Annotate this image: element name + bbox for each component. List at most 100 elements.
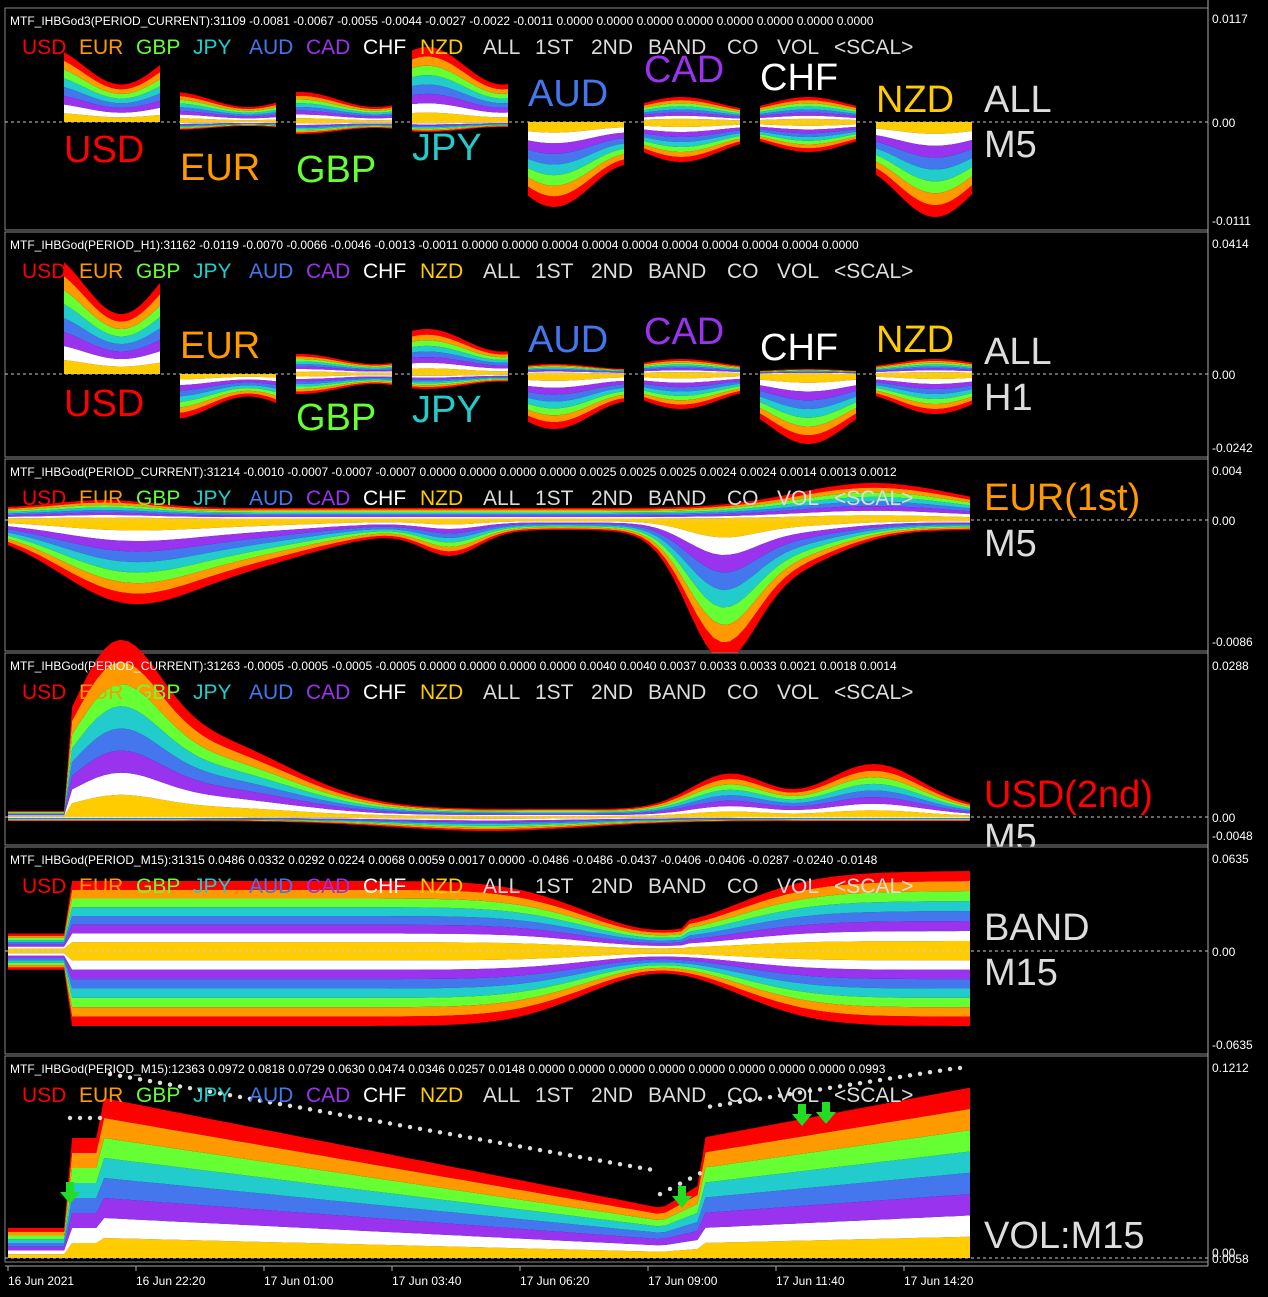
- menu-item: USD: [22, 260, 66, 283]
- band: [296, 99, 392, 113]
- axis-label: -0.0086: [1212, 635, 1253, 649]
- band: [180, 123, 276, 126]
- band: [8, 958, 970, 989]
- band: [8, 487, 970, 511]
- menu-item: NZD: [420, 260, 463, 283]
- menu-item: JPY: [193, 487, 232, 510]
- band: [644, 362, 740, 369]
- volume-dot: [387, 1121, 393, 1126]
- currency-label: VOL:M15: [984, 1215, 1145, 1257]
- volume-dot: [707, 1104, 713, 1109]
- band: [528, 394, 624, 423]
- volume-dot: [417, 1126, 423, 1132]
- band: [8, 818, 970, 824]
- volume-dot: [257, 1098, 263, 1103]
- band: [64, 346, 160, 367]
- volume-dot: [297, 1105, 303, 1110]
- volume-dot: [777, 1093, 783, 1098]
- currency-label: EUR(1st): [984, 477, 1140, 519]
- band: [8, 960, 970, 998]
- band: [412, 329, 508, 355]
- band: [876, 141, 972, 170]
- band: [760, 112, 856, 118]
- band: [760, 373, 856, 374]
- band: [876, 379, 972, 389]
- band: [8, 1151, 970, 1243]
- band: [8, 953, 970, 970]
- band: [180, 385, 276, 402]
- menu-item: 1ST: [535, 875, 574, 898]
- band: [412, 125, 508, 131]
- volume-dot: [727, 1101, 733, 1106]
- currency-label: EUR: [180, 147, 260, 189]
- menu-item: CAD: [306, 36, 350, 59]
- menu-item: USD: [22, 36, 66, 59]
- band: [760, 402, 856, 427]
- volume-dot: [177, 1084, 183, 1089]
- band: [8, 819, 970, 828]
- menu-item: JPY: [193, 1084, 232, 1107]
- band: [64, 318, 160, 352]
- band: [8, 1130, 970, 1240]
- currency-label: CAD: [644, 49, 724, 91]
- menu-item: ALL: [483, 36, 520, 59]
- band: [64, 276, 160, 329]
- band: [644, 112, 740, 119]
- menu-item: JPY: [193, 260, 232, 283]
- menu-item: VOL: [777, 260, 819, 283]
- band: [876, 382, 972, 394]
- volume-dot: [647, 1167, 653, 1172]
- menu-item: USD: [22, 1084, 66, 1107]
- band: [644, 103, 740, 114]
- band: [760, 379, 856, 392]
- volume-dot: [627, 1163, 633, 1169]
- band: [528, 364, 624, 370]
- band: [528, 367, 624, 372]
- band: [8, 962, 970, 1008]
- band: [644, 133, 740, 147]
- volume-dot: [657, 1191, 663, 1197]
- band: [760, 97, 856, 108]
- band: [296, 369, 392, 373]
- time-label: 17 Jun 09:00: [648, 1274, 718, 1288]
- menu-item: CO: [727, 487, 759, 510]
- menu-item: <SCAL>: [834, 487, 913, 510]
- band: [296, 361, 392, 369]
- band: [760, 118, 856, 122]
- signal-arrow: [816, 1102, 836, 1124]
- band: [296, 382, 392, 394]
- band: [412, 126, 508, 132]
- band: [180, 390, 276, 413]
- band: [644, 388, 740, 405]
- volume-dot: [697, 1171, 703, 1176]
- volume-dot: [137, 1077, 143, 1082]
- band: [644, 135, 740, 152]
- band: [876, 122, 972, 134]
- band: [528, 398, 624, 429]
- band: [180, 376, 276, 386]
- band: [412, 84, 508, 108]
- menu-item: JPY: [193, 875, 232, 898]
- volume-dot: [847, 1082, 853, 1087]
- band: [180, 114, 276, 121]
- band: [644, 97, 740, 110]
- band: [644, 381, 740, 392]
- band: [644, 127, 740, 137]
- band: [760, 131, 856, 141]
- band: [8, 684, 970, 814]
- band: [64, 113, 160, 122]
- band: [64, 360, 160, 374]
- menu-item: BAND: [648, 681, 706, 704]
- volume-dot: [147, 1078, 153, 1084]
- band: [180, 107, 276, 117]
- band: [760, 138, 856, 152]
- volume-dot: [97, 1115, 103, 1121]
- band: [644, 366, 740, 371]
- indicator-header: MTF_IHBGod(PERIOD_CURRENT):31214 -0.0010…: [10, 465, 897, 479]
- band: [64, 104, 160, 118]
- band: [528, 381, 624, 395]
- volume-dot: [327, 1110, 333, 1116]
- volume-dot: [857, 1080, 863, 1086]
- currency-label: USD(2nd): [984, 774, 1153, 816]
- band: [644, 360, 740, 368]
